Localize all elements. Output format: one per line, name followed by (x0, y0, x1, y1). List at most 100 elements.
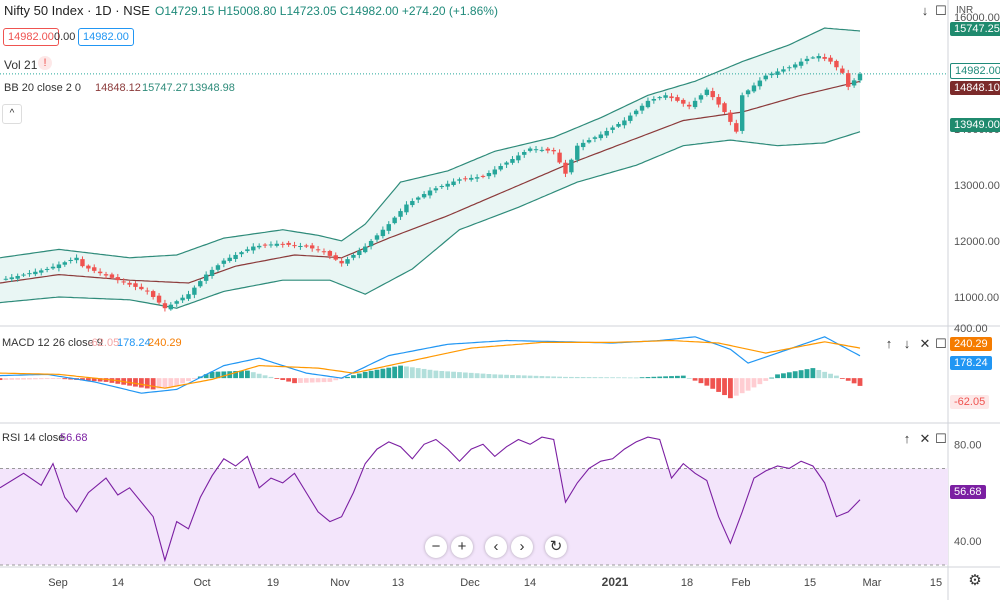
candle-body (215, 265, 221, 270)
price-tick-label: 11000.00 (954, 292, 999, 304)
candle-body (757, 80, 763, 87)
arrow-down-icon[interactable]: ↓ (921, 3, 929, 18)
candle-body (787, 67, 792, 69)
candle-body (522, 151, 527, 155)
macd-hist-bar (280, 378, 286, 381)
macd-hist-bar (510, 375, 515, 379)
macd-hist-bar (333, 378, 339, 381)
scroll-right-button[interactable]: › (511, 536, 533, 558)
candle-body (392, 217, 397, 224)
macd-hist-bar (669, 376, 674, 379)
pane-up-icon[interactable]: ↑ (885, 336, 893, 351)
pane-maximize-icon[interactable]: ☐ (935, 336, 947, 351)
macd-hist-bar (769, 377, 775, 379)
rsi-tick-label: 80.00 (954, 439, 982, 451)
candle-body (386, 224, 391, 231)
candle-body (739, 95, 745, 131)
macd-hist-bar (50, 378, 56, 379)
candle-body (533, 149, 539, 151)
candle-body (563, 162, 568, 174)
candle-body (162, 303, 168, 309)
candle-body (345, 259, 350, 264)
candle-body (598, 134, 604, 139)
scroll-left-button[interactable]: ‹ (485, 536, 507, 558)
collapse-legend-icon[interactable]: ^ (2, 104, 22, 124)
macd-hist-bar (368, 370, 374, 379)
macd-hist-bar (728, 378, 733, 399)
macd-hist-bar (804, 369, 810, 379)
candle-body (380, 229, 386, 237)
candle-body (315, 249, 321, 251)
symbol-title[interactable]: Nifty 50 Index · 1D · NSE (4, 3, 150, 18)
candle-body (92, 267, 97, 271)
macd-hist-bar (133, 378, 138, 387)
candle-body (274, 243, 280, 246)
vol-warning-icon[interactable]: ! (38, 56, 52, 70)
macd-hist-bar (627, 377, 633, 379)
x-tick-label: 14 (524, 577, 536, 589)
zoom-in-button[interactable]: + (451, 536, 473, 558)
candle-body (327, 251, 333, 256)
candle-body (56, 264, 62, 269)
bb-upper-line (0, 27, 861, 259)
sell-price-box[interactable]: 14982.00 (3, 28, 59, 46)
candle-body (33, 271, 38, 275)
vol-label[interactable]: Vol 21 (4, 58, 38, 72)
macd-hist-bar (209, 371, 215, 379)
macd-hist-bar (138, 378, 144, 388)
reset-chart-button[interactable]: ↻ (545, 536, 567, 558)
bb-upper-tag: 15747.25 (950, 22, 1000, 36)
candle-body (192, 287, 197, 295)
candle-body (21, 274, 26, 276)
bb-middle-line (0, 80, 861, 284)
candle-body (86, 265, 91, 269)
candle-body (781, 69, 786, 72)
macd-label[interactable]: MACD 12 26 close 9 (2, 337, 103, 349)
maximize-icon[interactable]: ☐ (935, 3, 947, 18)
macd-hist-bar (592, 377, 598, 379)
candle-body (622, 120, 627, 126)
candle-body (363, 246, 368, 253)
candle-body (145, 290, 150, 292)
rsi-close-icon[interactable]: ✕ (919, 431, 931, 446)
macd-hist-bar (15, 378, 21, 380)
candle-body (834, 60, 839, 68)
macd-hist-bar (221, 371, 227, 379)
candle-body (221, 260, 227, 264)
candle-body (292, 245, 297, 247)
macd-hist-bar (439, 370, 445, 379)
macd-hist-bar (798, 370, 804, 379)
candle-body (663, 95, 668, 98)
rsi-band-fill (0, 468, 948, 565)
macd-hist-bar (604, 377, 610, 379)
macd-hist-bar (639, 377, 645, 379)
macd-hist-bar (174, 378, 180, 386)
x-tick-label: Feb (732, 577, 751, 589)
pane-close-icon[interactable]: ✕ (919, 336, 931, 351)
candle-body (504, 162, 509, 165)
rsi-up-icon[interactable]: ↑ (903, 431, 911, 446)
macd-hist-bar (457, 372, 462, 379)
bb-label[interactable]: BB 20 close 2 0 (4, 82, 82, 94)
candle-body (492, 169, 497, 175)
x-tick-label: Nov (330, 577, 350, 589)
macd-hist-bar (244, 370, 250, 379)
bb-lower-value: 13948.98 (189, 82, 235, 94)
rsi-maximize-icon[interactable]: ☐ (935, 431, 947, 446)
macd-hist-bar (539, 376, 545, 379)
candle-body (304, 245, 309, 247)
macd-hist-bar (9, 378, 15, 380)
pane-down-icon[interactable]: ↓ (903, 336, 911, 351)
buy-price-box[interactable]: 14982.00 (78, 28, 134, 46)
macd-hist-bar (327, 378, 333, 382)
macd-hist-bar (150, 378, 156, 390)
candle-body (309, 245, 315, 249)
macd-hist-bar (404, 366, 409, 379)
candle-body (256, 245, 262, 248)
candle-body (374, 235, 380, 240)
zoom-out-button[interactable]: − (425, 536, 447, 558)
settings-gear-icon[interactable]: ⚙ (968, 572, 982, 589)
macd-hist-bar (857, 378, 863, 386)
rsi-label[interactable]: RSI 14 close (2, 432, 65, 444)
